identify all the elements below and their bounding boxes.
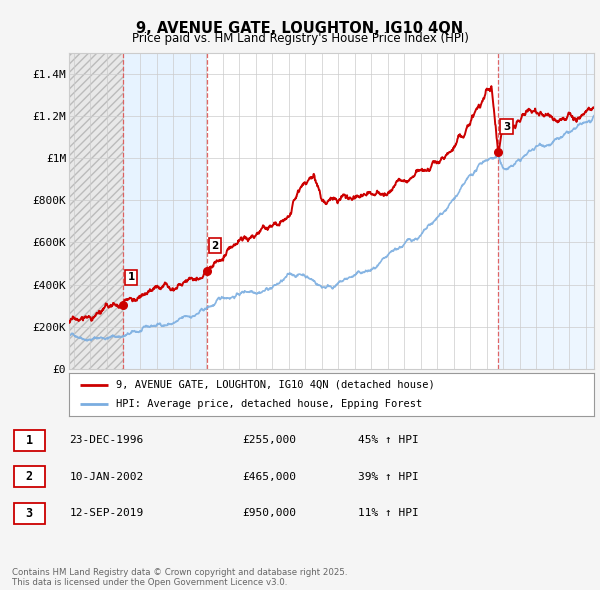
Text: 39% ↑ HPI: 39% ↑ HPI [358, 472, 418, 481]
Text: 2: 2 [211, 241, 218, 251]
Text: Contains HM Land Registry data © Crown copyright and database right 2025.
This d: Contains HM Land Registry data © Crown c… [12, 568, 347, 587]
FancyBboxPatch shape [14, 430, 46, 451]
Text: £255,000: £255,000 [242, 435, 296, 445]
Text: Price paid vs. HM Land Registry's House Price Index (HPI): Price paid vs. HM Land Registry's House … [131, 32, 469, 45]
Text: £950,000: £950,000 [242, 509, 296, 518]
Text: HPI: Average price, detached house, Epping Forest: HPI: Average price, detached house, Eppi… [116, 399, 422, 409]
Text: 9, AVENUE GATE, LOUGHTON, IG10 4QN (detached house): 9, AVENUE GATE, LOUGHTON, IG10 4QN (deta… [116, 380, 435, 390]
Text: 11% ↑ HPI: 11% ↑ HPI [358, 509, 418, 518]
Bar [123, 53, 206, 369]
Text: 23-DEC-1996: 23-DEC-1996 [70, 435, 144, 445]
Bar [69, 53, 123, 369]
Text: £465,000: £465,000 [242, 472, 296, 481]
FancyBboxPatch shape [14, 466, 46, 487]
Text: 12-SEP-2019: 12-SEP-2019 [70, 509, 144, 518]
Text: 2: 2 [26, 470, 33, 483]
Text: 10-JAN-2002: 10-JAN-2002 [70, 472, 144, 481]
Text: 45% ↑ HPI: 45% ↑ HPI [358, 435, 418, 445]
Text: 3: 3 [503, 122, 510, 132]
FancyBboxPatch shape [14, 503, 46, 524]
Text: 1: 1 [128, 272, 135, 282]
Bar [498, 53, 594, 369]
Text: 1: 1 [26, 434, 33, 447]
Text: 3: 3 [26, 507, 33, 520]
Text: 9, AVENUE GATE, LOUGHTON, IG10 4QN: 9, AVENUE GATE, LOUGHTON, IG10 4QN [136, 21, 464, 35]
